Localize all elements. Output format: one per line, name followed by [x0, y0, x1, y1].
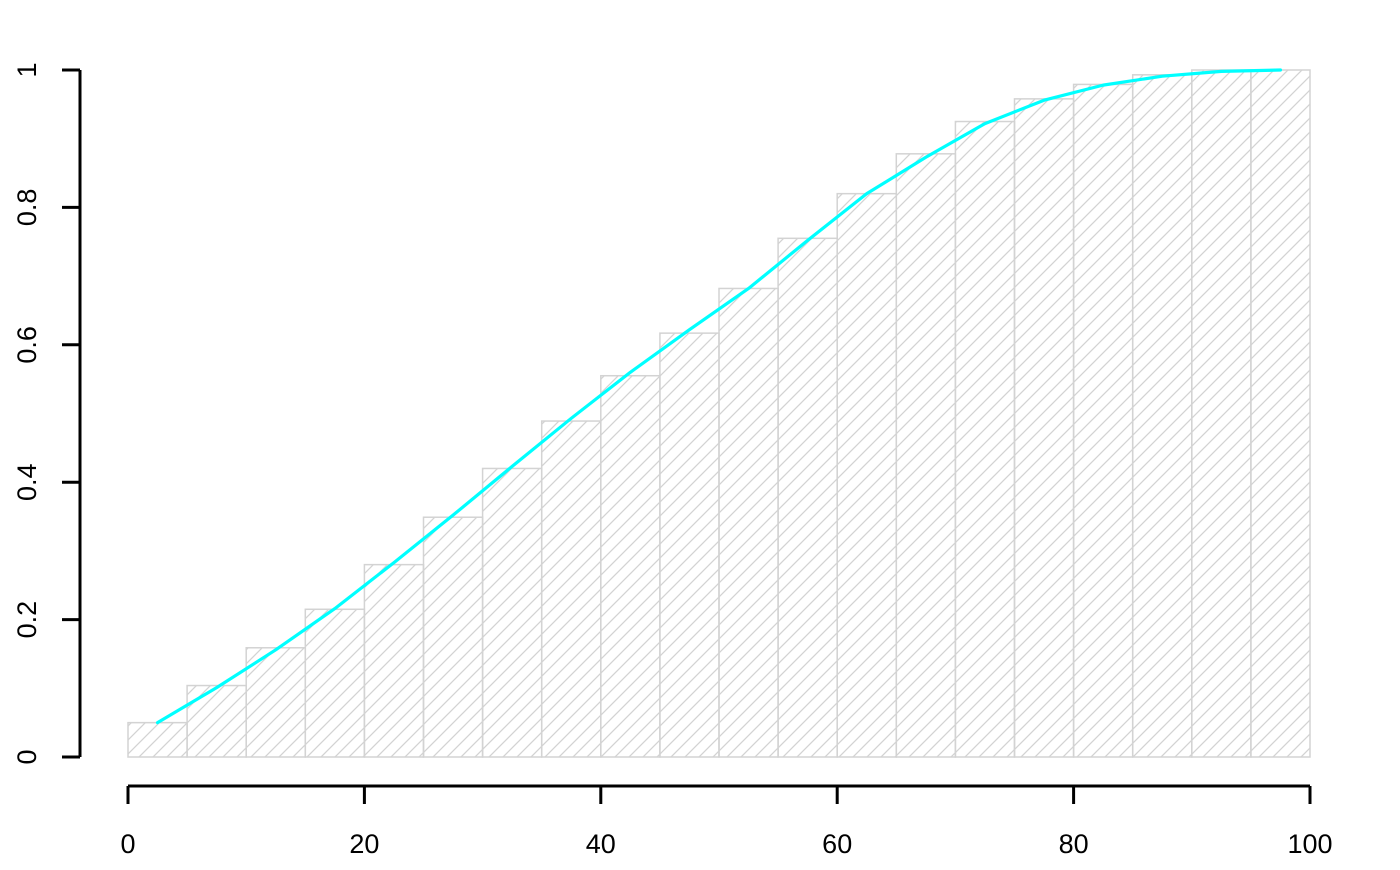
bar — [304, 608, 366, 758]
bar — [777, 237, 838, 758]
y-tick-label: 0.4 — [12, 463, 42, 501]
y-axis: 0 0.2 0.4 0.6 0.8 1 — [12, 62, 82, 765]
bar — [422, 516, 484, 758]
x-tick-label: 40 — [586, 829, 616, 859]
bar — [954, 120, 1016, 758]
bar — [895, 153, 957, 758]
y-tick-label: 0.2 — [12, 601, 42, 639]
histogram-bars — [127, 69, 1311, 758]
cumulative-line — [155, 68, 1283, 725]
bar — [245, 647, 307, 758]
bar — [1131, 74, 1193, 758]
y-tick-label: 0 — [12, 749, 42, 764]
bar — [600, 374, 661, 758]
series-line — [155, 68, 1283, 725]
bar — [186, 684, 247, 758]
y-tick-label: 0.6 — [12, 326, 42, 364]
x-tick-label: 80 — [1059, 829, 1089, 859]
x-tick-label: 0 — [120, 829, 135, 859]
bar — [127, 721, 188, 758]
bar — [1250, 69, 1311, 758]
bar — [1013, 98, 1075, 758]
bar — [1191, 69, 1252, 758]
bar — [718, 287, 779, 758]
bar — [481, 467, 543, 758]
y-tick-label: 1 — [12, 62, 42, 77]
bar — [836, 192, 898, 758]
x-tick-label: 20 — [349, 829, 379, 859]
bar — [1072, 83, 1134, 758]
bar — [540, 420, 602, 758]
x-tick-label: 60 — [822, 829, 852, 859]
bar — [659, 332, 720, 758]
x-tick-label: 100 — [1287, 829, 1332, 859]
bar — [363, 563, 425, 758]
x-axis: 0 20 40 60 80 100 — [120, 784, 1333, 859]
y-tick-label: 0.8 — [12, 189, 42, 227]
